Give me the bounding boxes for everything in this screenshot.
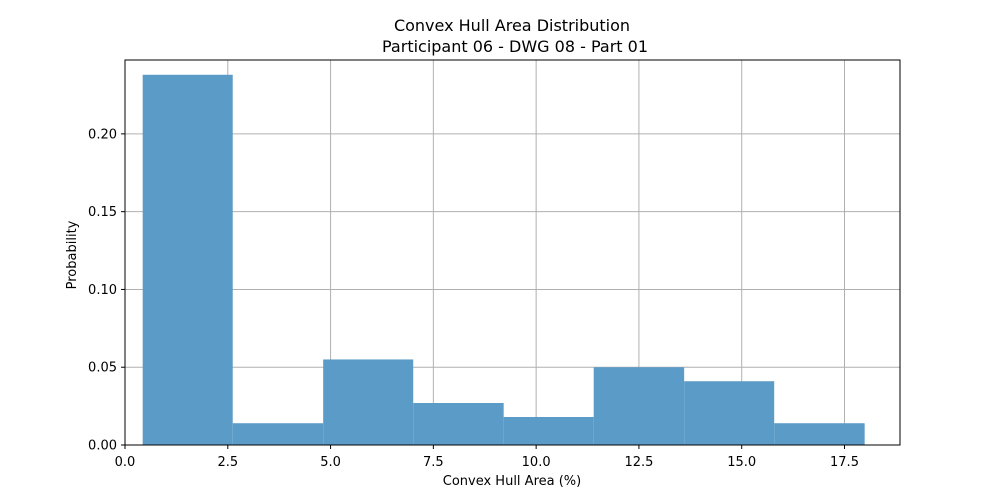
x-tick-label-6: 15.0 [727,455,756,470]
y-tick-label-0: 0.00 [88,439,117,454]
histogram-bar-6 [684,381,775,445]
y-tick-label-2: 0.10 [88,283,117,298]
x-axis-ticks: 0.0 2.5 5.0 7.5 10.0 12.5 15.0 17.5 [115,445,859,470]
plot-area-frame [124,59,901,446]
histogram-bar-5 [593,367,685,445]
histogram-bars [142,74,865,446]
histogram-bar-0 [142,74,233,446]
histogram-bar-1 [232,423,324,445]
y-axis-label: Probability [65,220,80,289]
x-axis-label: Convex Hull Area (%) [443,474,581,489]
histogram-bar-2 [323,359,414,445]
x-tick-label-2: 5.0 [320,455,341,470]
y-tick-label-1: 0.05 [88,361,117,376]
histogram-bar-3 [413,403,504,445]
y-tick-label-3: 0.15 [88,205,117,220]
x-tick-label-3: 7.5 [423,455,444,470]
chart-subtitle: Participant 06 - DWG 08 - Part 01 [382,37,648,56]
x-tick-label-7: 17.5 [830,455,859,470]
x-tick-label-5: 12.5 [624,455,653,470]
y-axis-ticks: 0.00 0.05 0.10 0.15 0.20 [88,127,125,454]
x-tick-label-0: 0.0 [115,455,136,470]
x-tick-label-4: 10.0 [522,455,551,470]
x-tick-label-1: 2.5 [217,455,238,470]
histogram-bar-7 [774,423,865,445]
chart-title: Convex Hull Area Distribution [394,16,630,35]
grid-lines [124,60,900,446]
histogram-bar-4 [503,417,594,445]
y-tick-label-4: 0.20 [88,127,117,142]
